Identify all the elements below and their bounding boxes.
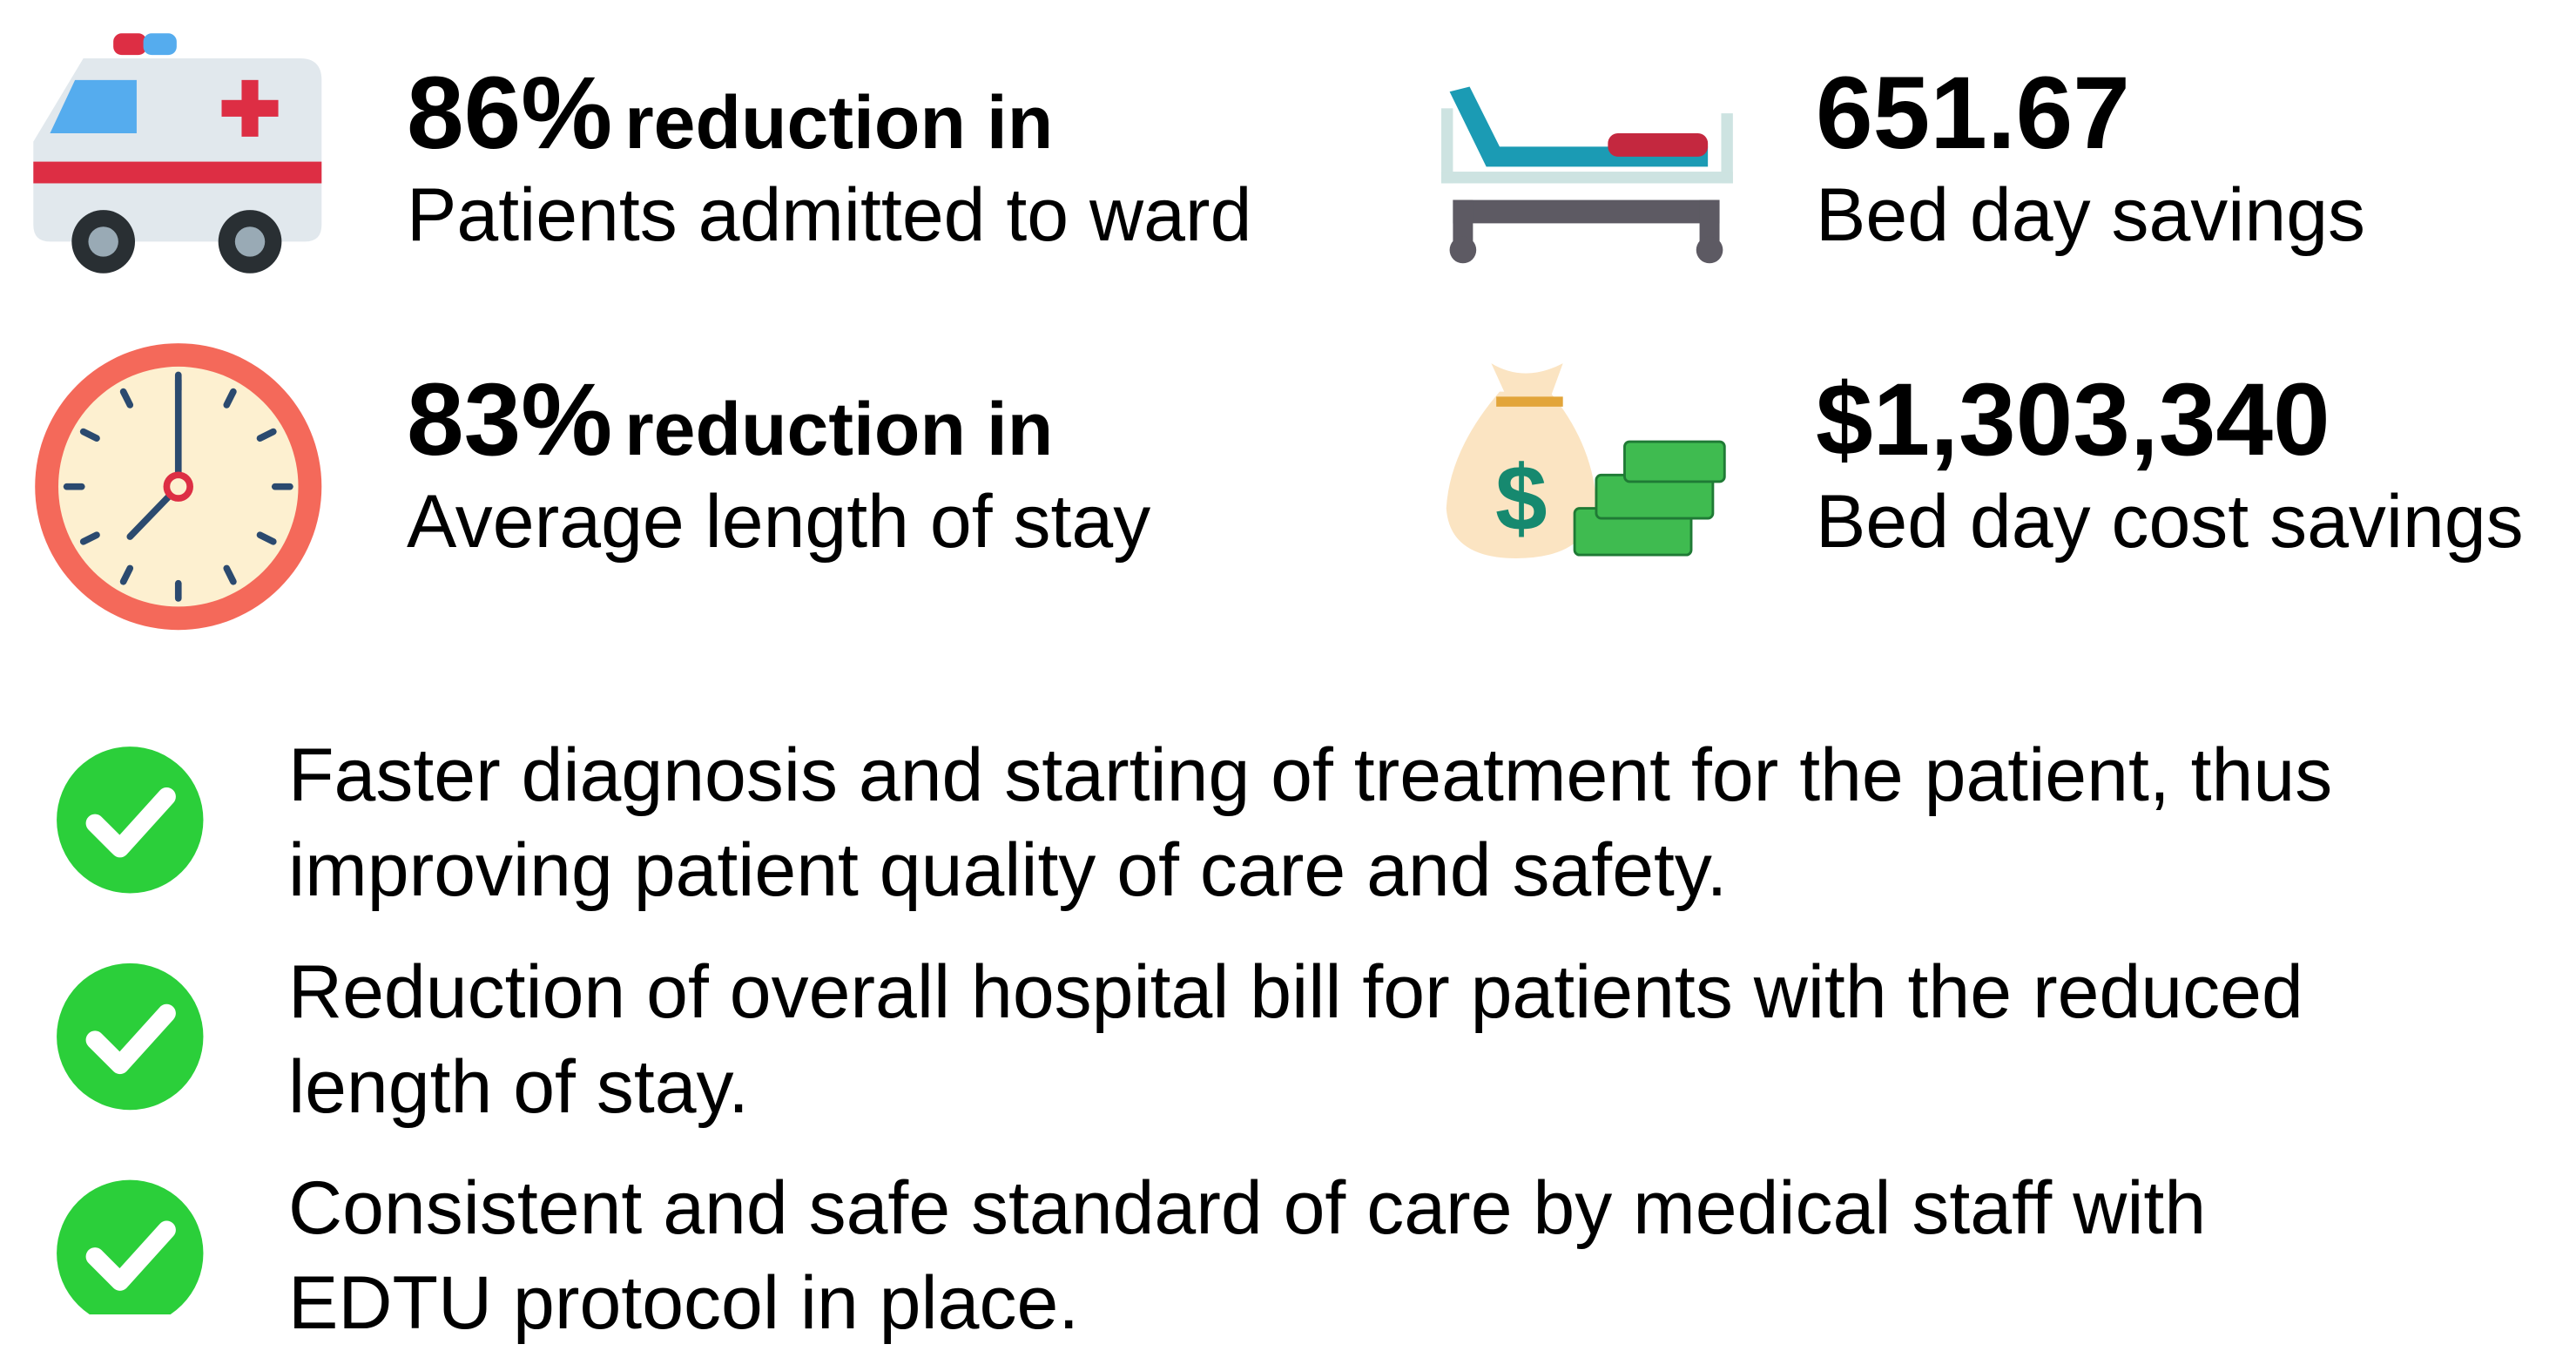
benefit-line: Reduction of overall hospital bill for p… [288,945,2303,1040]
stat: 86%reduction in Patients admitted to war… [407,61,1251,266]
stat-label: reduction in [624,81,1053,165]
benefit: Faster diagnosis and starting of treatme… [288,728,2332,918]
stat-value: $1,303,340 [1816,362,2330,477]
stat-headline: 651.67 [1816,61,2365,165]
stat-headline: 86%reduction in [407,61,1251,165]
stat-value: 651.67 [1816,56,2130,171]
benefit-line: Consistent and safe standard of care by … [288,1161,2206,1256]
benefit-line: improving patient quality of care and sa… [288,823,2332,918]
stat-caption: Bed day savings [1816,165,2365,266]
benefit: Consistent and safe standard of care by … [288,1161,2206,1351]
stat-value: 83% [407,362,612,477]
stat-headline: $1,303,340 [1816,368,2524,472]
bed-icon [1441,86,1733,263]
stat-value: 86% [407,56,612,171]
clock-icon [35,343,321,630]
stat-caption: Bed day cost savings [1816,472,2524,572]
stat-headline: 83%reduction in [407,368,1150,472]
check-icons [57,746,203,1314]
page: $ 86%reduction in Patients admitted to w… [0,0,2576,1314]
svg-text:$: $ [1495,445,1548,550]
ambulance-icon [33,33,321,274]
benefit-line: Faster diagnosis and starting of treatme… [288,728,2332,823]
stat: 83%reduction in Average length of stay [407,368,1150,572]
stat-caption: Average length of stay [407,472,1150,572]
stat-caption: Patients admitted to ward [407,165,1251,266]
money-icon: $ [1446,363,1725,558]
stat-label: reduction in [624,388,1053,471]
stat: 651.67 Bed day savings [1816,61,2365,266]
benefit-line: length of stay. [288,1040,2303,1135]
stat: $1,303,340 Bed day cost savings [1816,368,2524,572]
benefit-line: EDTU protocol in place. [288,1256,2206,1351]
benefit: Reduction of overall hospital bill for p… [288,945,2303,1135]
